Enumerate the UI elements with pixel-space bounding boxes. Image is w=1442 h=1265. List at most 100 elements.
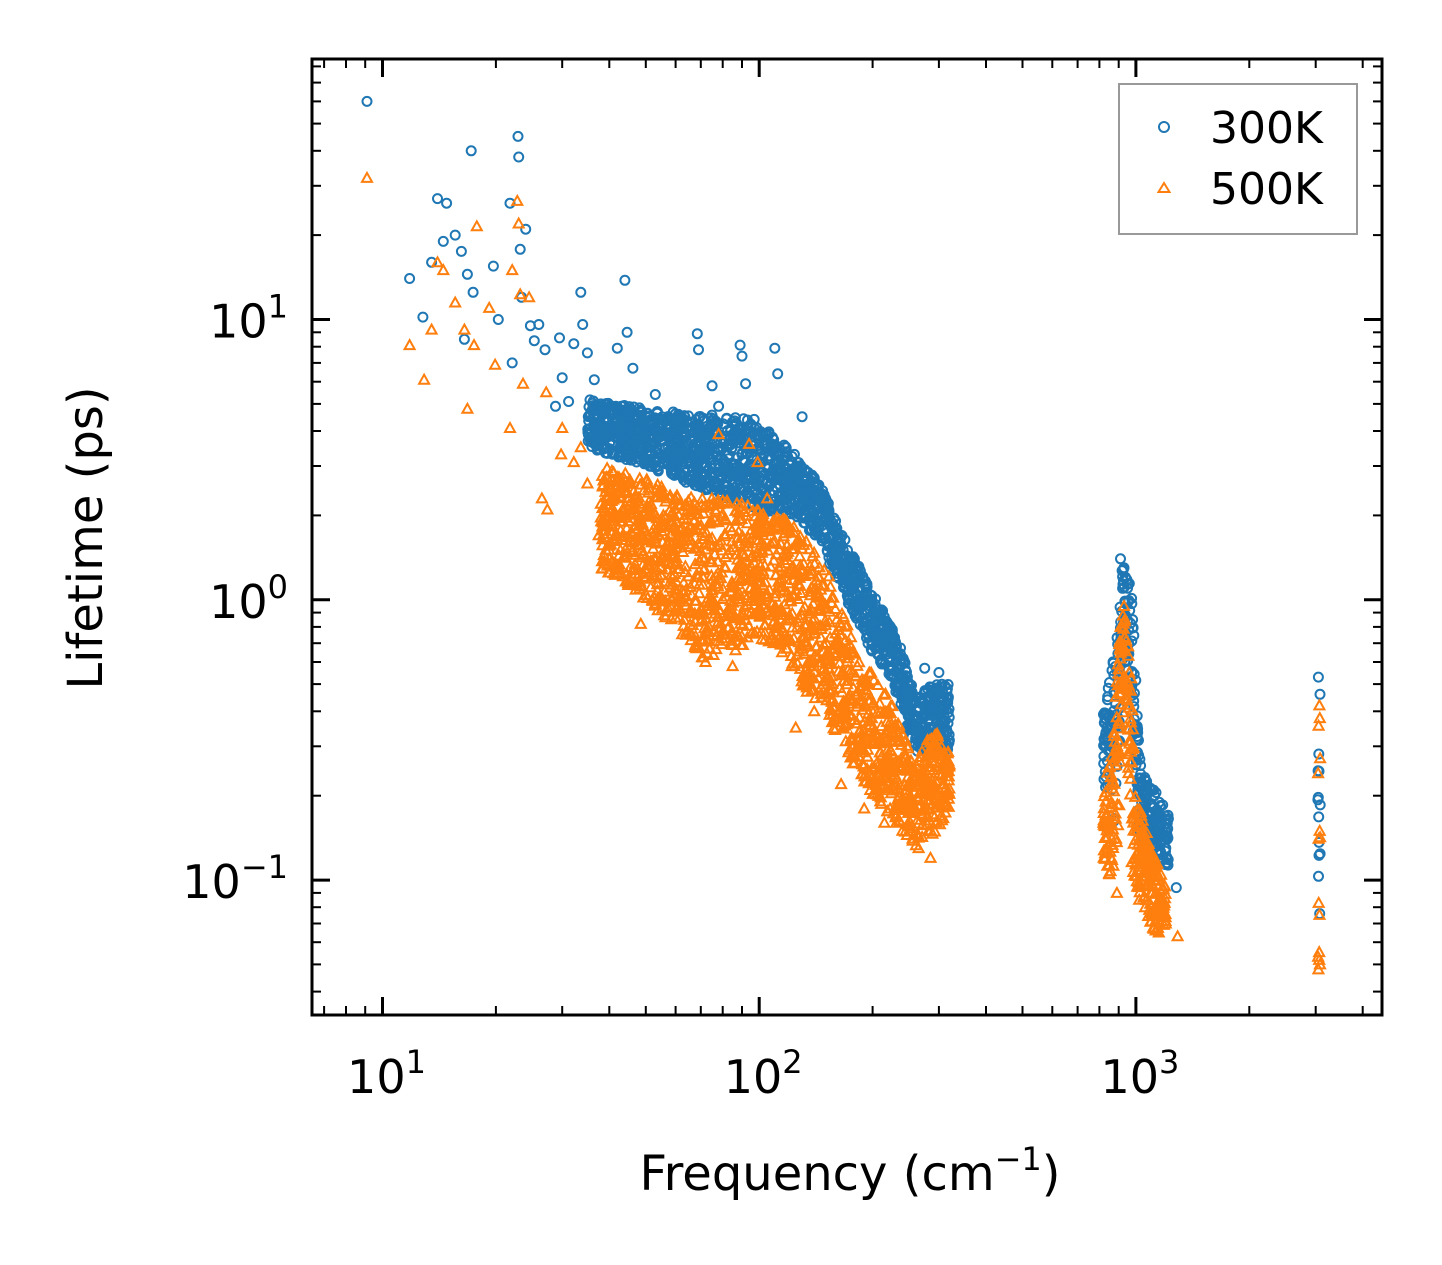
series-300k-band-point (1126, 592, 1138, 604)
series-500k-band-point (776, 623, 791, 636)
series-300k-band-point (725, 443, 737, 455)
series-300k-band-point (1139, 774, 1151, 786)
series-500k-band-point (660, 544, 674, 557)
series-300k-band-point (775, 490, 787, 502)
series-500k-band-point (777, 583, 791, 596)
series-300k-band-point (713, 459, 725, 471)
x-tick-label: 101 (347, 1043, 426, 1104)
series-300k-point (683, 425, 695, 437)
series-500k-band-point (785, 606, 799, 619)
series-500k-band-point (942, 757, 957, 770)
series-500k-band-point (711, 554, 725, 567)
series-500k-band-point (604, 558, 618, 571)
series-500k-band-point (683, 617, 697, 630)
series-500k-point (711, 427, 726, 440)
series-500k-band-point (774, 537, 788, 550)
series-500k-point (424, 322, 439, 335)
series-500k-band-point (820, 601, 834, 614)
series-300k-band-point (910, 731, 922, 743)
series-300k-point (513, 151, 525, 163)
series-500k-point (540, 502, 555, 515)
series-500k-point (574, 440, 588, 453)
series-500k-band-point (702, 531, 716, 544)
series-500k-band-point (855, 766, 870, 779)
series-300k-band-point (755, 444, 767, 456)
series-500k-band-point (1120, 638, 1135, 651)
series-500k-band-point (1124, 671, 1138, 684)
series-300k-point (611, 342, 623, 354)
series-500k-band-point (729, 513, 743, 526)
series-500k-band-point (807, 665, 822, 678)
series-300k-point (691, 328, 703, 340)
series-500k-band-point (855, 745, 870, 758)
series-500k-band-point (930, 729, 945, 742)
series-500k-point (436, 263, 450, 276)
series-300k-point (633, 405, 645, 417)
series-300k-band-point (703, 451, 715, 463)
series-500k-band-point (1122, 678, 1136, 691)
series-500k-band-point (921, 802, 935, 815)
series-500k-band-point (1312, 895, 1326, 908)
series-300k-band-point (598, 401, 610, 413)
series-500k-band-point (861, 693, 876, 706)
series-300k-band-point (1122, 578, 1134, 590)
series-500k-band-point (654, 517, 668, 530)
series-500k-point (760, 491, 774, 504)
series-500k-band-point (728, 611, 742, 624)
series-500k-band-point (718, 527, 732, 540)
series-300k-point (941, 686, 953, 698)
series-500k-point (457, 322, 472, 335)
series-500k-band-point (756, 564, 770, 577)
series-500k-band-point (807, 556, 822, 569)
series-500k-point (555, 420, 569, 433)
series-500k-band-point (656, 592, 670, 605)
series-300k-band-point (683, 452, 695, 464)
series-500k-band-point (883, 801, 897, 814)
series-500k-band-point (669, 554, 684, 567)
series-300k-band-point (738, 413, 750, 425)
series-300k-point (575, 286, 587, 298)
series-300k-band-point (662, 441, 674, 453)
series-300k-point (461, 268, 473, 280)
y-tick-label: 10−1 (182, 848, 288, 909)
series-300k-point (1122, 582, 1133, 594)
series-500k-band-point (658, 574, 672, 587)
series-500k-band-point (696, 570, 711, 583)
series-500k-band-point (649, 536, 664, 549)
series-300k-band-point (938, 721, 950, 733)
series-500k-band-point (1311, 718, 1326, 731)
series-500k-band-point (1123, 771, 1138, 784)
series-500k-band-point (673, 498, 687, 511)
series-500k-band-point (696, 532, 710, 545)
series-500k-band-point (874, 796, 888, 809)
series-500k-band-point (910, 826, 925, 839)
series-500k-band-point (669, 610, 683, 623)
series-500k-band-point (841, 651, 855, 664)
series-500k-band-point (607, 487, 621, 500)
series-500k-band-point (685, 605, 699, 618)
series-500k-band-point (782, 576, 796, 589)
series-500k-band-point (714, 533, 728, 546)
series-500k-point (639, 570, 653, 583)
series-300k-point (554, 332, 565, 344)
series-300k-band-point (943, 734, 955, 746)
series-500k-band-point (805, 618, 819, 631)
series-500k-band-point (884, 717, 899, 730)
series-300k-band-point (745, 466, 757, 478)
series-500k-band-point (613, 542, 628, 555)
series-500k-band-point (1105, 781, 1119, 794)
series-500k-point (482, 300, 496, 313)
series-300k-band-point (912, 734, 924, 746)
series-500k-band-point (792, 611, 806, 624)
series-300k-point (796, 411, 808, 423)
series-500k-band-point (692, 586, 706, 599)
series-500k-band-point (849, 668, 863, 681)
series-500k-band-point (755, 545, 769, 558)
series-500k-band-point (822, 569, 836, 582)
series-300k-point (649, 389, 661, 400)
series-500k-band-point (618, 483, 633, 496)
series-500k-band-point (596, 477, 610, 490)
series-500k-band-point (866, 786, 880, 799)
series-500k-band-point (768, 586, 783, 599)
series-500k-band-point (604, 502, 619, 515)
